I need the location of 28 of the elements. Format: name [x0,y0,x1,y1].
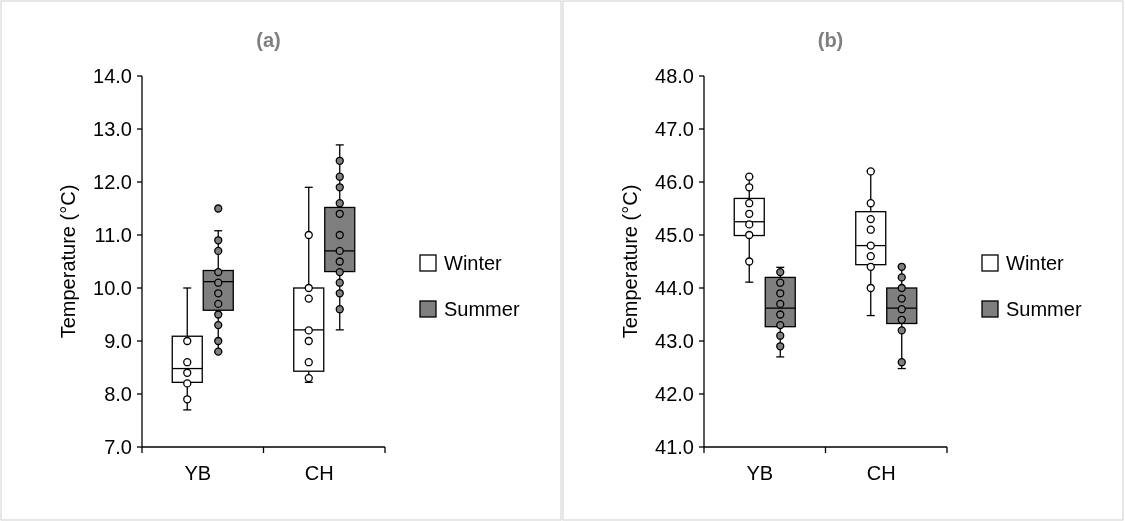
y-tick-label: 44.0 [655,277,694,299]
y-tick-label: 7.0 [104,436,132,458]
y-tick-label: 9.0 [104,330,132,352]
y-tick-label: 41.0 [655,436,694,458]
x-tick-label: YB [746,462,774,484]
y-tick-label: 12.0 [93,171,132,193]
legend-label: Winter [444,252,503,274]
legend-label: Summer [444,298,520,320]
x-tick-label: CH [304,462,334,484]
y-tick-label: 10.0 [93,277,132,299]
y-axis-title: Temperature (°C) [57,184,79,339]
y-tick-label: 45.0 [655,224,694,246]
y-tick-label: 11.0 [94,224,132,246]
x-tick-label: YB [184,462,212,484]
y-tick-label: 42.0 [655,383,694,405]
legend-label: Summer [1006,298,1082,320]
y-axis-title: Temperature (°C) [619,184,641,339]
x-tick-label: CH [866,462,896,484]
y-tick-label: 14.0 [93,65,132,87]
y-tick-label: 48.0 [655,65,694,87]
y-tick-label: 8.0 [104,383,132,405]
y-tick-label: 46.0 [655,171,694,193]
y-tick-label: 47.0 [655,118,694,140]
y-tick-label: 13.0 [93,118,132,140]
chart-title: (a) [256,29,281,51]
chart-title: (b) [817,29,844,51]
y-tick-label: 43.0 [655,330,694,352]
legend-label: Winter [1006,252,1065,274]
